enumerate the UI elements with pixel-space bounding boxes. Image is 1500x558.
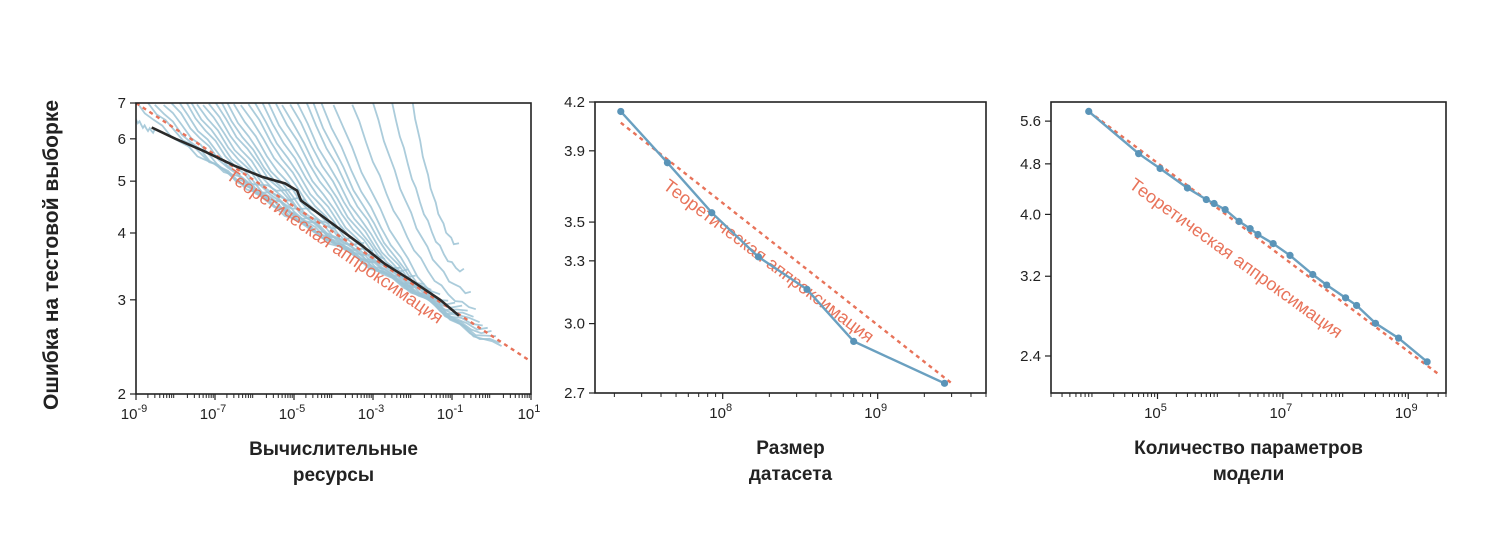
series-point: [1286, 251, 1294, 259]
series-point: [850, 337, 858, 346]
y-tick-label: 2.4: [1020, 348, 1041, 365]
series-point: [940, 379, 949, 387]
training-run-line: [305, 103, 492, 335]
series-point: [1202, 195, 1210, 204]
plot-frame: [135, 102, 532, 395]
x-tick-label: 10-3: [358, 403, 384, 423]
series-line: [619, 110, 946, 385]
y-tick-label: 6: [118, 131, 126, 148]
series-point: [1394, 334, 1403, 342]
y-tick-label: 4.8: [1020, 156, 1041, 173]
training-run-line: [391, 103, 465, 273]
training-run-line: [136, 117, 156, 135]
training-runs: [136, 103, 503, 347]
series-point: [1254, 230, 1262, 239]
x-axis-label: Размер: [756, 438, 824, 459]
x-tick-label: 105: [1144, 402, 1167, 422]
series-point: [1341, 294, 1350, 302]
x-axis-label: Количество параметров: [1134, 438, 1363, 459]
y-tick-label: 4.2: [564, 94, 585, 111]
fit-line: [620, 121, 953, 385]
series-point: [1221, 205, 1229, 214]
series-point: [1183, 184, 1192, 192]
compute-frontier-line: [151, 126, 460, 317]
y-tick-label: 3.9: [564, 143, 585, 160]
series-point: [1323, 281, 1331, 289]
series-point: [1210, 199, 1218, 208]
fit-annotation: Теоретическая аппроксимация: [660, 175, 878, 346]
y-tick-label: 5: [118, 173, 126, 190]
series-point: [663, 159, 672, 167]
y-tick-label: 3: [118, 292, 126, 309]
series-point: [1353, 301, 1361, 310]
series-point: [1246, 225, 1254, 233]
training-run-line: [296, 103, 488, 331]
training-run-line: [332, 104, 503, 347]
training-run-line: [372, 103, 472, 295]
y-tick-label: 4: [118, 225, 126, 242]
fit-line: [136, 103, 531, 363]
series-point: [803, 285, 811, 293]
y-tick-label: 2: [118, 386, 126, 403]
x-axis-label: датасета: [749, 464, 833, 485]
series-point: [754, 253, 763, 261]
series-point: [708, 209, 716, 217]
y-tick-label: 3.2: [1020, 268, 1041, 285]
x-tick-label: 10-9: [121, 403, 147, 423]
y-axis-label: Ошибка на тестовой выборке: [40, 100, 63, 410]
series-point: [1135, 150, 1143, 158]
series-point: [617, 107, 625, 116]
y-tick-label: 3.3: [564, 253, 585, 270]
panel-compute: 10-9 10-7 10-5 10-3 10-1 101 2 3 4 5 6 7 Вычислитель…: [118, 95, 541, 486]
y-tick-label: 2.7: [564, 385, 585, 402]
panel-dataset-size: 108 109 2.7 3.0 3.3 3.5 3.9 4.2 Размер датасета Те…: [564, 94, 987, 485]
x-tick-label: 109: [864, 402, 887, 422]
training-run-line: [411, 103, 460, 246]
series-point: [1235, 217, 1243, 226]
series-point: [1085, 107, 1093, 115]
shared-y-axis-label: Ошибка на тестовой выборке: [40, 100, 63, 410]
training-run-line: [185, 103, 365, 246]
x-tick-label: 10-7: [200, 403, 226, 423]
x-tick-label: 107: [1269, 402, 1292, 422]
training-run-line: [136, 103, 295, 192]
series-point: [1156, 164, 1164, 173]
series-point: [1423, 358, 1431, 366]
plot-frame: [594, 101, 987, 394]
fit-annotation: Теоретическая аппроксимация: [223, 165, 447, 328]
y-tick-label: 5.6: [1020, 113, 1041, 130]
y-tick-label: 4.0: [1020, 206, 1041, 223]
panel-parameters: 105 107 109 2.4 3.2 4.0 4.8 5.6 Количество парам…: [1020, 101, 1447, 485]
y-tick-label: 3.5: [564, 214, 585, 231]
x-tick-label: 108: [709, 402, 732, 422]
training-run-line: [351, 104, 477, 311]
series-point: [1309, 270, 1317, 279]
x-axis-label: Вычислительные: [249, 439, 418, 460]
fit-annotation: Теоретическая аппроксимация: [1126, 174, 1347, 342]
x-tick-label: 10-1: [437, 403, 463, 423]
series-point: [1371, 319, 1380, 327]
y-tick-label: 7: [118, 95, 126, 112]
x-axis-label: ресурсы: [293, 465, 374, 486]
x-tick-label: 101: [518, 403, 541, 423]
y-tick-label: 3.0: [564, 316, 585, 333]
fit-line: [1088, 110, 1439, 375]
x-tick-label: 109: [1395, 402, 1418, 422]
x-axis-label: модели: [1213, 464, 1285, 485]
x-tick-label: 10-5: [279, 403, 305, 423]
series-point: [1269, 239, 1277, 248]
plot-frame: [1050, 101, 1447, 394]
